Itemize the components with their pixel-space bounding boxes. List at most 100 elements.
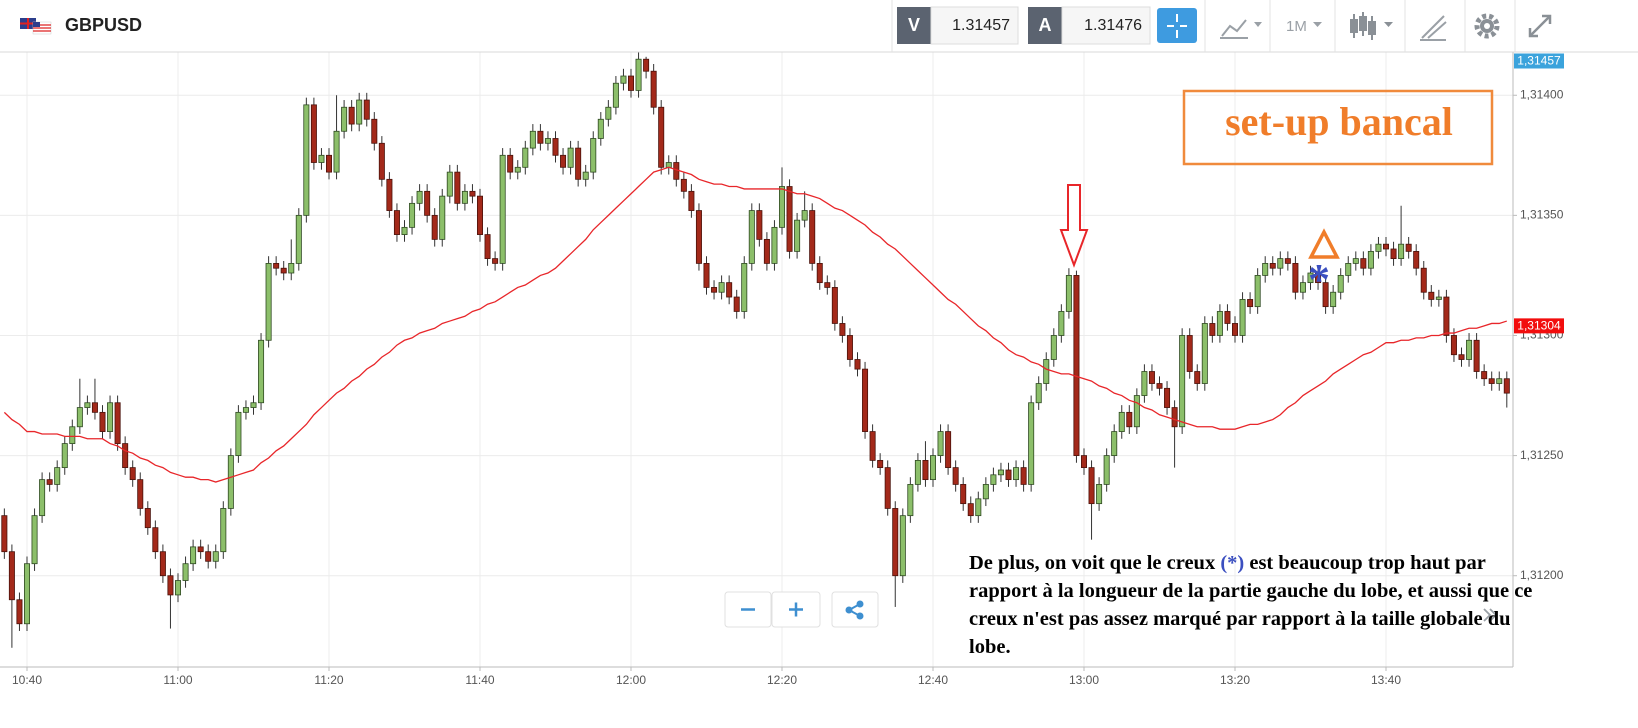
candle-body [862,368,869,432]
candle-body [937,431,944,456]
candle-body [273,263,280,269]
candle-body [930,455,937,481]
candle-body [1,515,8,553]
setup-label: set-up bancal [1225,99,1453,144]
candle-body [1043,359,1050,384]
candle-body [371,118,378,144]
candle-body [1360,258,1367,269]
candle-body [310,104,317,163]
note-text: De plus, on voit que le creux [969,552,1221,574]
fullscreen-button[interactable] [1528,14,1552,38]
candle-body [567,147,574,168]
candle-body [756,210,763,240]
chart-type-button[interactable] [1350,12,1393,40]
candle-body [39,479,46,517]
sell-button[interactable]: V 1.31457 [897,6,1019,45]
symbol: GBPUSD [65,15,142,35]
candle-body [378,142,385,180]
candle-body [1020,467,1027,485]
candle-body [1073,275,1080,456]
candle-body [869,431,876,461]
sell-label[interactable]: V [908,15,920,35]
crosshair-button[interactable] [1157,8,1197,43]
candle-body [1299,282,1306,293]
x-tick-label: 11:00 [163,673,192,687]
indicator-button[interactable] [1220,19,1262,39]
buy-label-box[interactable] [1028,7,1062,44]
draw-button[interactable] [1420,15,1447,41]
zoom-out-button[interactable] [724,591,772,628]
settings-button[interactable] [1474,13,1500,39]
candle-body [544,138,551,144]
candle-body [16,599,23,625]
candle-body [997,469,1004,476]
candle-body [560,154,567,168]
candle-body [424,190,431,216]
sell-label-box[interactable] [897,7,931,44]
buy-button[interactable]: A 1.31476 [1028,6,1151,45]
buy-label[interactable]: A [1039,15,1052,35]
candle-body [182,563,189,581]
candle-body [76,407,83,428]
share-button[interactable] [831,591,879,628]
candle-body [824,282,831,288]
x-tick-label: 12:40 [918,673,948,687]
candle-body [1148,371,1155,384]
candle-body [1330,291,1337,308]
zoom-in-button[interactable] [771,591,821,628]
candle-body [1458,354,1465,360]
candle-body [1058,311,1065,336]
plot-area [1,52,1510,648]
candle-body [1284,258,1291,264]
candle-body [235,411,242,456]
price-tag [1514,318,1564,334]
candle-body [1435,296,1442,300]
timeframe[interactable]: 1M [1286,18,1307,35]
candle-body [718,282,725,293]
candle-body [174,580,181,596]
sell-price[interactable]: 1.31457 [952,17,1010,34]
candle-body [537,130,544,144]
candle-body [1496,378,1503,384]
candle-body [726,282,733,298]
candle-body [288,263,295,274]
candle-body [831,287,838,324]
candle-body [1035,383,1042,404]
candle-body [1239,299,1246,336]
candle-body [454,171,461,204]
candle-body [23,563,30,625]
sell-price-box[interactable] [930,6,1019,45]
timeframe-button[interactable]: 1M [1286,18,1322,35]
candle-body [960,484,967,505]
candle-body [1466,339,1473,360]
candle-body [1186,335,1193,372]
candle-body [665,162,672,168]
candle-body [680,178,687,192]
asterisk-marker: * [1308,255,1330,304]
candle-body [84,402,91,408]
candle-body [552,138,559,156]
candle-body [1232,323,1239,336]
candle-body [295,214,302,264]
candle-body [1133,395,1140,428]
candle-body [363,99,370,120]
candle-body [69,426,76,444]
buy-price[interactable]: 1.31476 [1084,17,1142,34]
scroll-right-button[interactable] [1483,608,1498,622]
candle-body [1028,402,1035,485]
y-tick-label: 1,31200 [1520,568,1564,582]
triangle-marker [1308,228,1340,259]
candle-body [975,498,982,517]
candle-body [393,210,400,235]
buy-price-box[interactable] [1061,6,1151,45]
candle-body [1292,263,1299,293]
candle-body [612,82,619,108]
candle-body [1141,371,1148,396]
candle-body [1420,267,1427,293]
candle-body [348,106,355,125]
candle-body [386,178,393,211]
note-text: est beaucoup trop haut par rapport à la … [969,552,1533,658]
candle-body [242,407,249,413]
candle-body [250,402,257,408]
